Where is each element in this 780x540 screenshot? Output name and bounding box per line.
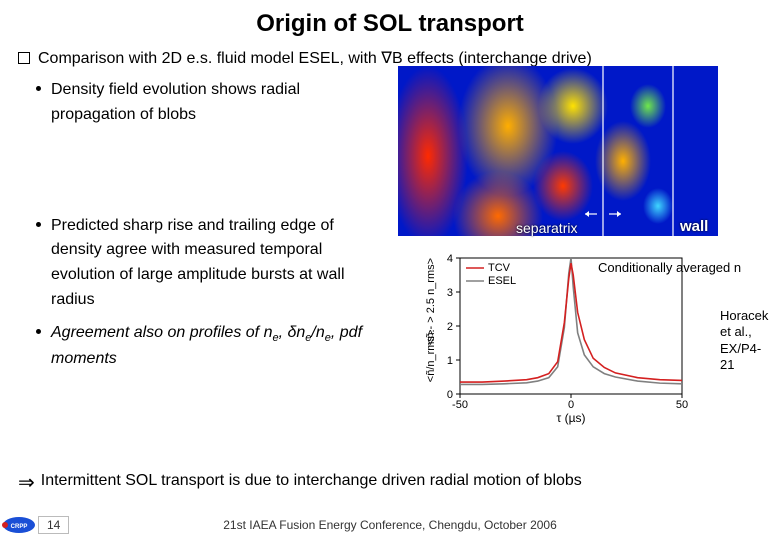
conclusion-row: ⇒ Intermittent SOL transport is due to i… [18,472,582,494]
bullet-2: Predicted sharp rise and trailing edge o… [36,214,376,313]
svg-text:-50: -50 [452,399,468,411]
bullet-1: Density field evolution shows radial pro… [36,78,376,128]
svg-text:ESEL: ESEL [488,275,516,287]
b3-mid2: /n [311,324,324,341]
svg-text:3: 3 [447,287,453,299]
svg-text:τ (µs): τ (µs) [557,411,586,425]
conditional-text: Conditionally averaged n [598,260,741,275]
slide: Origin of SOL transport Comparison with … [0,0,780,540]
bullet-1-text: Density field evolution shows radial pro… [51,78,376,128]
separatrix-label: separatrix [516,220,577,236]
footer: CRPP 14 21st IAEA Fusion Energy Conferen… [0,504,780,540]
wall-label: wall [680,218,708,235]
density-field-image [398,66,718,236]
top-bullet-content: Comparison with 2D e.s. fluid model ESEL… [38,50,592,67]
dot-icon [36,222,41,227]
b3-pre: Agreement also on profiles of n [51,324,272,341]
svg-text:2: 2 [447,321,453,333]
bullet-3: Agreement also on profiles of ne, δne/ne… [36,321,376,372]
conclusion-text: Intermittent SOL transport is due to int… [41,472,582,490]
svg-text:<ñ/n_rms>: <ñ/n_rms> [425,330,437,383]
slide-title: Origin of SOL transport [18,10,762,38]
svg-text:4: 4 [447,253,453,265]
svg-text:50: 50 [676,399,688,411]
dot-icon [36,86,41,91]
reference-annotation: Horacek et al., EX/P4-21 [720,308,768,373]
bullet-2-text: Predicted sharp rise and trailing edge o… [51,214,376,313]
conditional-annotation: Conditionally averaged n [598,260,741,276]
density-field-panel [398,66,718,236]
content-area: Density field evolution shows radial pro… [18,78,762,438]
svg-text:1: 1 [447,355,453,367]
svg-text:0: 0 [447,389,453,401]
top-bullet-text: Comparison with 2D e.s. fluid model ESEL… [38,48,592,68]
b3-mid: , δn [279,324,306,341]
left-column: Density field evolution shows radial pro… [36,78,376,380]
arrow-icon: ⇒ [18,472,35,494]
dot-icon [36,329,41,334]
bullet-3-text: Agreement also on profiles of ne, δne/ne… [51,321,376,372]
svg-text:TCV: TCV [488,262,511,274]
footer-text: 21st IAEA Fusion Energy Conference, Chen… [0,518,780,532]
top-bullet-row: Comparison with 2D e.s. fluid model ESEL… [18,48,762,68]
square-bullet-icon [18,52,30,64]
svg-text:0: 0 [568,399,574,411]
